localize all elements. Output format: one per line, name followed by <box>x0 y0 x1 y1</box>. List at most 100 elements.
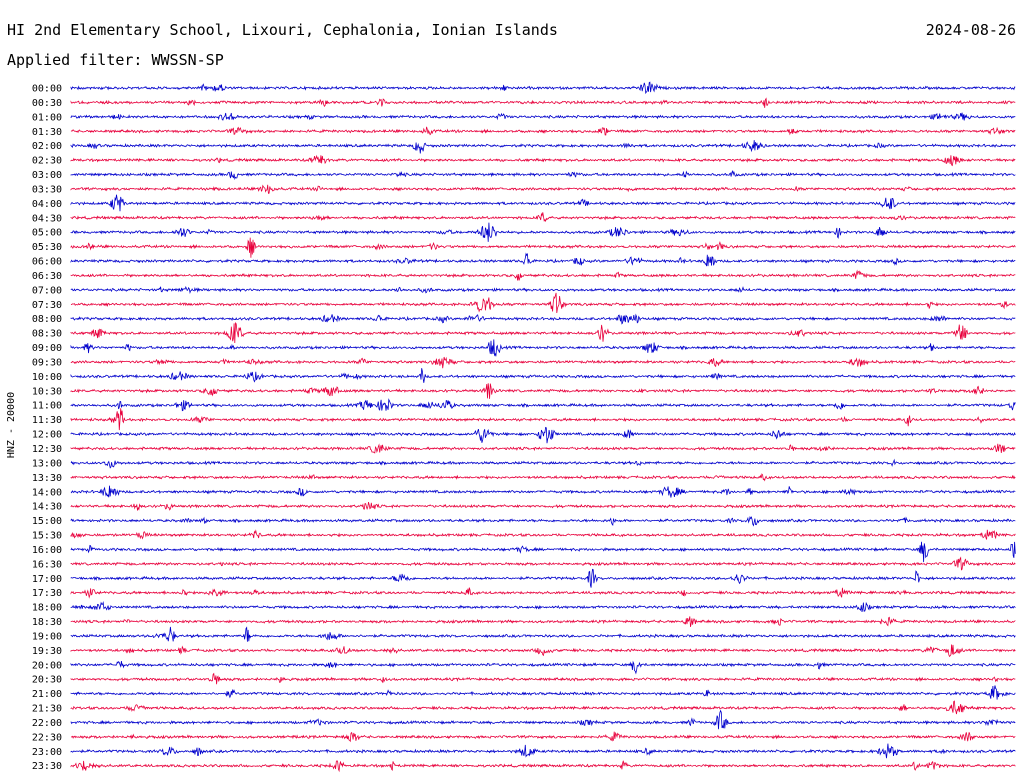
trace-line <box>70 269 1016 281</box>
row-time-label: 10:30 <box>32 386 62 397</box>
record-date: 2024-08-26 <box>925 21 1016 39</box>
trace-rows: 00:00 00:30 01:00 01:30 02:00 02:30 03:00 03:30… <box>32 81 1016 773</box>
row-time-label: 15:00 <box>32 516 62 527</box>
trace-line <box>70 126 1016 136</box>
trace-line <box>70 426 1016 444</box>
row-time-label: 22:00 <box>32 718 62 729</box>
trace-line <box>70 237 1016 258</box>
row-time-label: 20:30 <box>32 675 62 686</box>
trace-line <box>70 194 1016 212</box>
row-time-label: 17:30 <box>32 588 62 599</box>
row-time-label: 20:00 <box>32 660 62 671</box>
row-time-label: 18:00 <box>32 603 62 614</box>
row-time-label: 04:30 <box>32 213 62 224</box>
row-time-label: 11:30 <box>32 415 62 426</box>
row-time-label: 13:30 <box>32 473 62 484</box>
trace-line <box>70 485 1016 498</box>
station-title: HI 2nd Elementary School, Lixouri, Cepha… <box>7 21 558 39</box>
row-time-label: 07:30 <box>32 300 62 311</box>
trace-line <box>70 568 1016 588</box>
row-time-label: 10:00 <box>32 372 62 383</box>
trace-line <box>70 556 1016 571</box>
trace-line <box>70 222 1016 242</box>
row-time-label: 07:00 <box>32 285 62 296</box>
row-time-label: 11:00 <box>32 401 62 412</box>
trace-line <box>70 458 1016 469</box>
row-time-label: 23:00 <box>32 747 62 758</box>
row-time-label: 08:00 <box>32 314 62 325</box>
row-time-label: 23:30 <box>32 761 62 772</box>
row-time-label: 00:30 <box>32 98 62 109</box>
row-time-label: 19:00 <box>32 631 62 642</box>
row-time-label: 05:00 <box>32 228 62 239</box>
trace-line <box>70 81 1016 95</box>
trace-line <box>70 339 1016 357</box>
y-axis-label: HNZ - 20000 <box>6 392 17 458</box>
trace-line <box>70 313 1016 325</box>
row-time-label: 12:30 <box>32 444 62 455</box>
row-time-label: 06:00 <box>32 257 62 268</box>
trace-line <box>70 292 1016 314</box>
y-axis-label-group: HNZ - 20000 <box>6 392 17 458</box>
row-time-label: 03:30 <box>32 184 62 195</box>
trace-line <box>70 660 1016 675</box>
trace-line <box>70 383 1016 399</box>
trace-line <box>70 212 1016 223</box>
row-time-label: 05:30 <box>32 242 62 253</box>
row-time-label: 16:30 <box>32 559 62 570</box>
row-time-label: 12:00 <box>32 430 62 441</box>
trace-line <box>70 601 1016 612</box>
row-time-label: 08:30 <box>32 329 62 340</box>
row-time-label: 06:30 <box>32 271 62 282</box>
trace-line <box>70 760 1016 773</box>
row-time-label: 04:00 <box>32 199 62 210</box>
row-time-label: 19:30 <box>32 646 62 657</box>
trace-line <box>70 112 1016 121</box>
trace-line <box>70 743 1016 759</box>
row-time-label: 14:30 <box>32 502 62 513</box>
trace-line <box>70 443 1016 454</box>
trace-line <box>70 587 1016 599</box>
trace-line <box>70 616 1016 627</box>
trace-line <box>70 644 1016 658</box>
row-time-label: 02:00 <box>32 141 62 152</box>
trace-line <box>70 731 1016 743</box>
row-time-label: 14:00 <box>32 487 62 498</box>
row-time-label: 21:00 <box>32 689 62 700</box>
trace-line <box>70 97 1016 108</box>
trace-line <box>70 170 1016 181</box>
trace-line <box>70 541 1016 563</box>
row-time-label: 02:30 <box>32 156 62 167</box>
row-time-label: 01:30 <box>32 127 62 138</box>
trace-line <box>70 685 1016 700</box>
trace-line <box>70 321 1016 344</box>
trace-line <box>70 529 1016 540</box>
trace-line <box>70 368 1016 383</box>
row-time-label: 17:00 <box>32 574 62 585</box>
trace-line <box>70 154 1016 167</box>
trace-line <box>70 515 1016 527</box>
row-time-label: 09:00 <box>32 343 62 354</box>
trace-line <box>70 286 1016 294</box>
trace-line <box>70 184 1016 194</box>
trace-line <box>70 700 1016 715</box>
trace-line <box>70 252 1016 267</box>
row-time-label: 15:30 <box>32 531 62 542</box>
trace-line <box>70 140 1016 154</box>
row-time-label: 03:00 <box>32 170 62 181</box>
trace-line <box>70 709 1016 730</box>
row-time-label: 13:00 <box>32 458 62 469</box>
row-time-label: 16:00 <box>32 545 62 556</box>
filter-label: Applied filter: WWSSN-SP <box>7 51 224 69</box>
trace-line <box>70 672 1016 685</box>
trace-line <box>70 398 1016 412</box>
trace-line <box>70 501 1016 511</box>
trace-line <box>70 626 1016 642</box>
row-time-label: 09:30 <box>32 357 62 368</box>
row-time-label: 18:30 <box>32 617 62 628</box>
row-time-label: 21:30 <box>32 704 62 715</box>
row-time-label: 00:00 <box>32 84 62 95</box>
row-time-label: 22:30 <box>32 732 62 743</box>
trace-line <box>70 408 1016 431</box>
row-time-label: 01:00 <box>32 112 62 123</box>
